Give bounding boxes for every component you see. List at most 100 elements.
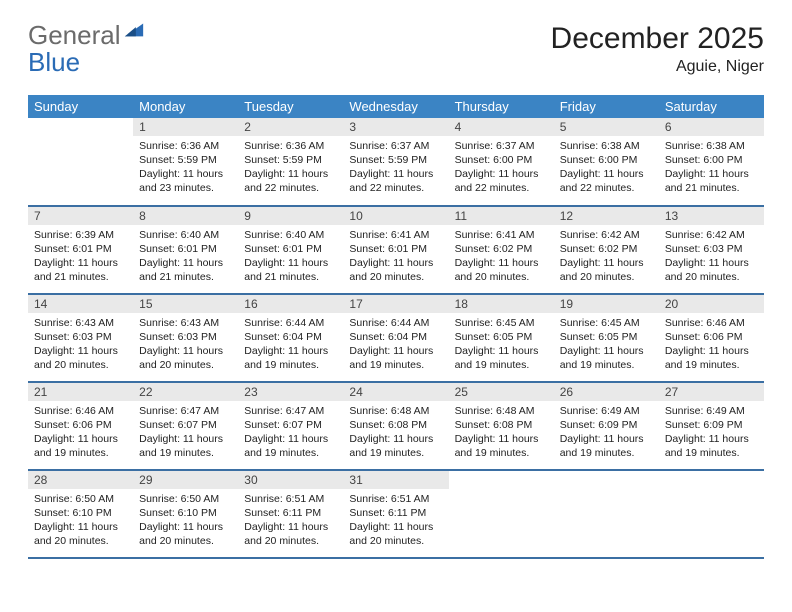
detail-line: Sunset: 6:01 PM (34, 242, 127, 256)
day-details: Sunrise: 6:48 AMSunset: 6:08 PMDaylight:… (449, 401, 554, 465)
day-details: Sunrise: 6:45 AMSunset: 6:05 PMDaylight:… (554, 313, 659, 377)
day-cell: 5Sunrise: 6:38 AMSunset: 6:00 PMDaylight… (554, 118, 659, 206)
detail-line: Daylight: 11 hours (34, 520, 127, 534)
detail-line: Daylight: 11 hours (665, 167, 758, 181)
day-number: 24 (343, 383, 448, 401)
detail-line: Sunrise: 6:40 AM (244, 228, 337, 242)
detail-line: Daylight: 11 hours (244, 432, 337, 446)
detail-line: Daylight: 11 hours (34, 432, 127, 446)
detail-line: Daylight: 11 hours (560, 344, 653, 358)
day-details: Sunrise: 6:43 AMSunset: 6:03 PMDaylight:… (133, 313, 238, 377)
detail-line: and 19 minutes. (139, 446, 232, 460)
detail-line: Daylight: 11 hours (34, 256, 127, 270)
day-of-week-row: Sunday Monday Tuesday Wednesday Thursday… (28, 95, 764, 118)
day-cell: 27Sunrise: 6:49 AMSunset: 6:09 PMDayligh… (659, 382, 764, 470)
day-number: 19 (554, 295, 659, 313)
detail-line: Sunrise: 6:37 AM (349, 139, 442, 153)
detail-line: and 20 minutes. (349, 270, 442, 284)
detail-line: and 21 minutes. (139, 270, 232, 284)
day-cell: 6Sunrise: 6:38 AMSunset: 6:00 PMDaylight… (659, 118, 764, 206)
logo: GeneralBlue (28, 22, 145, 77)
detail-line: and 20 minutes. (139, 534, 232, 548)
detail-line: Daylight: 11 hours (34, 344, 127, 358)
detail-line: Sunset: 6:00 PM (455, 153, 548, 167)
week-row: 14Sunrise: 6:43 AMSunset: 6:03 PMDayligh… (28, 294, 764, 382)
day-details: Sunrise: 6:36 AMSunset: 5:59 PMDaylight:… (133, 136, 238, 200)
day-details: Sunrise: 6:49 AMSunset: 6:09 PMDaylight:… (659, 401, 764, 465)
detail-line: Sunrise: 6:50 AM (34, 492, 127, 506)
detail-line: and 20 minutes. (34, 358, 127, 372)
day-details: Sunrise: 6:38 AMSunset: 6:00 PMDaylight:… (554, 136, 659, 200)
detail-line: Daylight: 11 hours (455, 432, 548, 446)
day-number: 29 (133, 471, 238, 489)
day-cell (28, 118, 133, 206)
detail-line: Sunrise: 6:42 AM (560, 228, 653, 242)
day-number: 1 (133, 118, 238, 136)
detail-line: Sunrise: 6:41 AM (455, 228, 548, 242)
day-details: Sunrise: 6:51 AMSunset: 6:11 PMDaylight:… (238, 489, 343, 553)
day-details: Sunrise: 6:48 AMSunset: 6:08 PMDaylight:… (343, 401, 448, 465)
detail-line: and 22 minutes. (455, 181, 548, 195)
calendar-table: Sunday Monday Tuesday Wednesday Thursday… (28, 95, 764, 559)
detail-line: Sunset: 6:00 PM (560, 153, 653, 167)
logo-text-general: General (28, 20, 121, 50)
day-number: 2 (238, 118, 343, 136)
detail-line: Sunset: 6:04 PM (244, 330, 337, 344)
detail-line: Sunset: 6:04 PM (349, 330, 442, 344)
detail-line: Daylight: 11 hours (139, 256, 232, 270)
detail-line: Sunrise: 6:46 AM (665, 316, 758, 330)
detail-line: Daylight: 11 hours (560, 432, 653, 446)
dow-friday: Friday (554, 95, 659, 118)
day-cell: 11Sunrise: 6:41 AMSunset: 6:02 PMDayligh… (449, 206, 554, 294)
day-cell: 19Sunrise: 6:45 AMSunset: 6:05 PMDayligh… (554, 294, 659, 382)
day-details: Sunrise: 6:44 AMSunset: 6:04 PMDaylight:… (343, 313, 448, 377)
detail-line: Sunset: 6:08 PM (455, 418, 548, 432)
detail-line: Daylight: 11 hours (139, 344, 232, 358)
detail-line: Daylight: 11 hours (349, 256, 442, 270)
day-cell: 1Sunrise: 6:36 AMSunset: 5:59 PMDaylight… (133, 118, 238, 206)
detail-line: Daylight: 11 hours (244, 256, 337, 270)
day-details: Sunrise: 6:42 AMSunset: 6:02 PMDaylight:… (554, 225, 659, 289)
day-number: 6 (659, 118, 764, 136)
detail-line: Sunset: 6:11 PM (244, 506, 337, 520)
day-cell: 3Sunrise: 6:37 AMSunset: 5:59 PMDaylight… (343, 118, 448, 206)
day-cell: 24Sunrise: 6:48 AMSunset: 6:08 PMDayligh… (343, 382, 448, 470)
day-number: 5 (554, 118, 659, 136)
day-details: Sunrise: 6:40 AMSunset: 6:01 PMDaylight:… (238, 225, 343, 289)
day-number: 10 (343, 207, 448, 225)
day-details: Sunrise: 6:39 AMSunset: 6:01 PMDaylight:… (28, 225, 133, 289)
day-cell: 23Sunrise: 6:47 AMSunset: 6:07 PMDayligh… (238, 382, 343, 470)
detail-line: Sunset: 6:06 PM (34, 418, 127, 432)
detail-line: Daylight: 11 hours (244, 520, 337, 534)
day-details: Sunrise: 6:42 AMSunset: 6:03 PMDaylight:… (659, 225, 764, 289)
day-cell: 17Sunrise: 6:44 AMSunset: 6:04 PMDayligh… (343, 294, 448, 382)
detail-line: Sunset: 6:05 PM (560, 330, 653, 344)
day-details: Sunrise: 6:50 AMSunset: 6:10 PMDaylight:… (28, 489, 133, 553)
detail-line: and 19 minutes. (455, 446, 548, 460)
day-number: 4 (449, 118, 554, 136)
week-row: 7Sunrise: 6:39 AMSunset: 6:01 PMDaylight… (28, 206, 764, 294)
detail-line: Sunset: 6:08 PM (349, 418, 442, 432)
detail-line: Sunrise: 6:40 AM (139, 228, 232, 242)
day-number: 28 (28, 471, 133, 489)
day-number: 23 (238, 383, 343, 401)
detail-line: and 19 minutes. (34, 446, 127, 460)
detail-line: Sunrise: 6:37 AM (455, 139, 548, 153)
detail-line: Sunrise: 6:39 AM (34, 228, 127, 242)
day-cell: 21Sunrise: 6:46 AMSunset: 6:06 PMDayligh… (28, 382, 133, 470)
detail-line: Sunrise: 6:51 AM (349, 492, 442, 506)
day-cell: 12Sunrise: 6:42 AMSunset: 6:02 PMDayligh… (554, 206, 659, 294)
detail-line: Sunset: 6:06 PM (665, 330, 758, 344)
dow-thursday: Thursday (449, 95, 554, 118)
detail-line: Sunset: 6:10 PM (139, 506, 232, 520)
title-block: December 2025 Aguie, Niger (551, 22, 764, 76)
day-cell: 25Sunrise: 6:48 AMSunset: 6:08 PMDayligh… (449, 382, 554, 470)
detail-line: Daylight: 11 hours (139, 520, 232, 534)
day-number: 18 (449, 295, 554, 313)
detail-line: Daylight: 11 hours (665, 432, 758, 446)
detail-line: and 22 minutes. (560, 181, 653, 195)
day-cell: 26Sunrise: 6:49 AMSunset: 6:09 PMDayligh… (554, 382, 659, 470)
week-row: 21Sunrise: 6:46 AMSunset: 6:06 PMDayligh… (28, 382, 764, 470)
detail-line: and 21 minutes. (244, 270, 337, 284)
detail-line: Sunset: 6:01 PM (139, 242, 232, 256)
